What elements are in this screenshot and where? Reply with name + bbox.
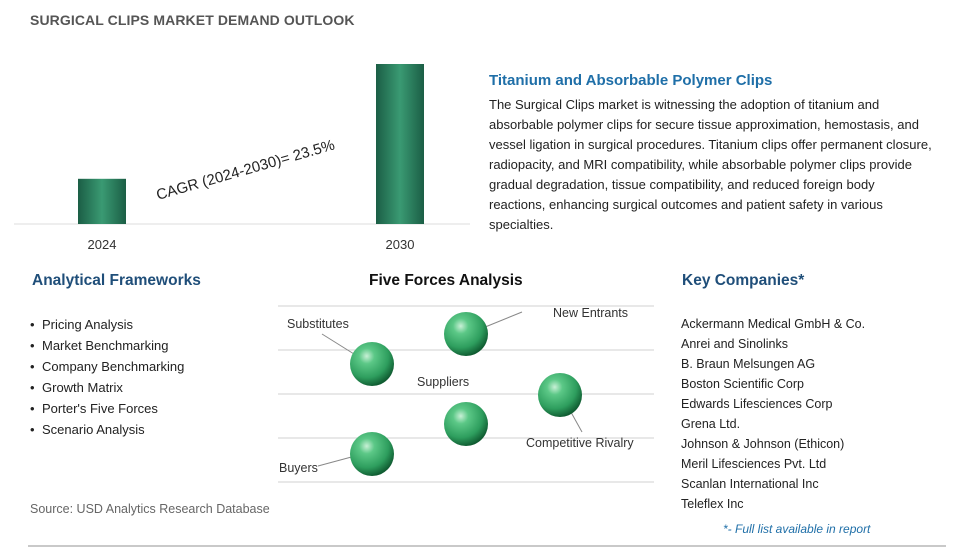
five-forces-diagram: Substitutes New Entrants Suppliers Compe…: [278, 305, 654, 483]
sphere-substitutes: [350, 342, 394, 386]
x-tick-label: 2024: [88, 237, 117, 252]
list-item: Boston Scientific Corp: [681, 377, 804, 391]
list-item: Ackermann Medical GmbH & Co.: [681, 317, 866, 331]
list-item: Scanlan International Inc: [681, 477, 819, 491]
bar-chart: 2024 2030 CAGR (2024-2030)= 23.5%: [14, 64, 470, 252]
sphere-rivalry: [538, 373, 582, 417]
sphere-buyers: [350, 432, 394, 476]
label-competitive-rivalry: Competitive Rivalry: [526, 436, 634, 450]
label-suppliers: Suppliers: [417, 375, 469, 389]
list-item: Teleflex Inc: [681, 497, 744, 511]
companies-list: Ackermann Medical GmbH & Co. Anrei and S…: [681, 314, 865, 514]
companies-heading: Key Companies*: [682, 272, 805, 289]
label-new-entrants: New Entrants: [553, 306, 628, 320]
label-substitutes: Substitutes: [287, 317, 349, 331]
frameworks-heading: Analytical Frameworks: [32, 272, 201, 289]
list-item: Grena Ltd.: [681, 417, 741, 431]
list-item: Pricing Analysis: [30, 314, 184, 335]
list-item: B. Braun Melsungen AG: [681, 357, 816, 371]
five-forces-heading: Five Forces Analysis: [369, 272, 523, 289]
sphere-new-entrants: [444, 312, 488, 356]
label-buyers: Buyers: [279, 461, 318, 475]
list-item: Johnson & Johnson (Ethicon): [681, 437, 845, 451]
list-item: Market Benchmarking: [30, 335, 184, 356]
x-tick-label: 2030: [386, 237, 415, 252]
description-body: The Surgical Clips market is witnessing …: [489, 97, 932, 232]
bar-2030: [376, 64, 424, 224]
list-item: Meril Lifesciences Pvt. Ltd: [681, 457, 827, 471]
list-item: Anrei and Sinolinks: [681, 337, 789, 351]
sphere-suppliers: [444, 402, 488, 446]
list-item: Scenario Analysis: [30, 419, 184, 440]
list-item: Porter's Five Forces: [30, 398, 184, 419]
list-item: Company Benchmarking: [30, 356, 184, 377]
bottom-divider: [28, 545, 946, 547]
source-note: Source: USD Analytics Research Database: [30, 502, 270, 516]
companies-footnote: *- Full list available in report: [723, 522, 871, 536]
page-title: SURGICAL CLIPS MARKET DEMAND OUTLOOK: [30, 12, 355, 28]
description-title: Titanium and Absorbable Polymer Clips: [489, 72, 773, 89]
cagr-annotation: CAGR (2024-2030)= 23.5%: [154, 137, 336, 204]
frameworks-list: Pricing Analysis Market Benchmarking Com…: [30, 314, 184, 440]
list-item: Edwards Lifesciences Corp: [681, 397, 833, 411]
bar-2024: [78, 178, 126, 224]
list-item: Growth Matrix: [30, 377, 184, 398]
